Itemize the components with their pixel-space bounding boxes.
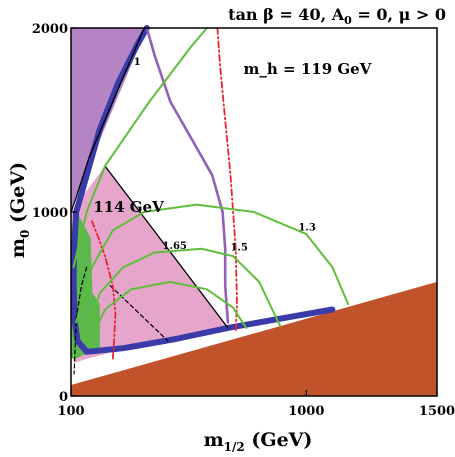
annotation-label: m_h = 119 GeV xyxy=(244,60,372,78)
region-gminus2-favoured xyxy=(71,166,228,363)
y-tick-label: 0 xyxy=(59,390,68,405)
y-tick-label: 1000 xyxy=(32,206,68,221)
x-axis-label: m1/2 (GeV) xyxy=(204,429,313,454)
series-line-wmap-funnel-1 xyxy=(145,26,230,324)
annotation-label: 1.3 xyxy=(298,222,315,233)
annotation-label: 1.5 xyxy=(230,243,247,254)
annotation-label: 1 xyxy=(134,57,141,68)
series-line-chargino-2 xyxy=(70,27,145,213)
tick-layer: 100 1000 1500 0 1000 2000 xyxy=(32,22,455,419)
x-tick-label: 1000 xyxy=(288,404,324,419)
series-line-gm2-11 xyxy=(88,280,248,346)
series-line-dashed-4 xyxy=(73,266,88,375)
series-line-gm2-9 xyxy=(75,203,350,324)
series-line-dashdot-7 xyxy=(91,220,117,361)
series-line-gm2-10 xyxy=(83,247,282,342)
line-layer xyxy=(70,25,350,375)
x-tick-label: 100 xyxy=(57,404,84,419)
series-line-wmap-0 xyxy=(70,25,336,355)
series-line-chargino-3 xyxy=(104,165,229,329)
y-tick-label: 2000 xyxy=(32,22,68,37)
series-line-gm2-8 xyxy=(72,27,208,269)
chart-title: tan β = 40, A0 = 0, μ > 0 xyxy=(228,5,446,27)
annotation-label: 114 GeV xyxy=(93,198,164,216)
annotation-label: 1.65 xyxy=(163,241,187,252)
region-excluded-stau-lsp xyxy=(71,281,437,396)
region-no-ewsb xyxy=(71,28,147,212)
x-tick-label: 1500 xyxy=(419,404,455,419)
y-axis-label: m0 (GeV) xyxy=(7,162,32,258)
series-line-dashed-5 xyxy=(109,285,169,342)
series-line-dashdot-6 xyxy=(216,27,238,333)
annotation-layer: m_h = 119 GeV 114 GeV 1 1.3 1.5 1.65 xyxy=(93,57,371,254)
